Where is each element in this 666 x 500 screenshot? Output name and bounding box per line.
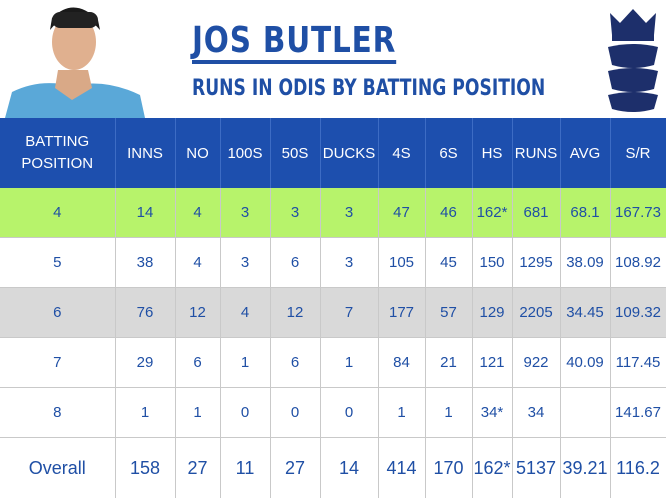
table-cell: 4	[0, 188, 116, 238]
table-cell: 3	[220, 188, 271, 238]
table-cell: 27	[175, 437, 221, 498]
table-cell: 3	[320, 188, 379, 238]
table-cell: 922	[512, 337, 561, 388]
stats-table: BATTING POSITION INNS NO 100S 50S DUCKS 4S 6S HS…	[0, 118, 666, 498]
table-cell: 7	[320, 287, 379, 338]
table-cell: 6	[0, 287, 116, 338]
subtitle: RUNS IN ODIS BY BATTING POSITION	[192, 76, 546, 101]
player-photo	[0, 0, 150, 118]
table-cell: 68.1	[560, 188, 611, 238]
column-header: S/R	[610, 118, 666, 188]
table-cell: 0	[220, 387, 271, 438]
table-cell: 2205	[512, 287, 561, 338]
table-cell	[560, 387, 611, 438]
column-header: HS	[472, 118, 513, 188]
column-header: 50S	[270, 118, 321, 188]
table-cell: 162*	[472, 188, 513, 238]
table-cell: 141.67	[610, 387, 666, 438]
table-cell: 38	[115, 237, 176, 288]
table-cell: 1	[220, 337, 271, 388]
table-cell: 105	[378, 237, 426, 288]
column-header: 6S	[425, 118, 473, 188]
table-cell: 1	[115, 387, 176, 438]
table-cell: 14	[320, 437, 379, 498]
column-header: BATTING POSITION	[0, 118, 116, 188]
table-cell: 6	[175, 337, 221, 388]
column-header: 4S	[378, 118, 426, 188]
table-cell: 414	[378, 437, 426, 498]
table-cell: 57	[425, 287, 473, 338]
table-cell: 45	[425, 237, 473, 288]
table-cell: 1	[425, 387, 473, 438]
table-cell: 0	[270, 387, 321, 438]
table-cell: 129	[472, 287, 513, 338]
table-cell: 4	[220, 287, 271, 338]
table-cell: 121	[472, 337, 513, 388]
table-cell: 6	[270, 337, 321, 388]
table-cell: Overall	[0, 437, 116, 498]
table-cell: 76	[115, 287, 176, 338]
table-cell: 681	[512, 188, 561, 238]
table-row: Overall 158 27 11 27 14 414 170 162* 5137 39.21 116…	[0, 437, 666, 498]
table-cell: 1295	[512, 237, 561, 288]
table-cell: 3	[320, 237, 379, 288]
table-cell: 0	[320, 387, 379, 438]
table-cell: 5	[0, 237, 116, 288]
table-cell: 47	[378, 188, 426, 238]
table-cell: 1	[175, 387, 221, 438]
table-cell: 7	[0, 337, 116, 388]
table-cell: 46	[425, 188, 473, 238]
table-cell: 4	[175, 188, 221, 238]
table-row: 5 38 4 3 6 3 105 45 150 1295 38.09 108.92	[0, 237, 666, 288]
table-cell: 40.09	[560, 337, 611, 388]
table-cell: 3	[220, 237, 271, 288]
table-cell: 1	[378, 387, 426, 438]
header-row: BATTING POSITION INNS NO 100S 50S DUCKS 4S 6S HS…	[0, 118, 666, 188]
table-cell: 162*	[472, 437, 513, 498]
table-cell: 4	[175, 237, 221, 288]
table-cell: 170	[425, 437, 473, 498]
table-cell: 21	[425, 337, 473, 388]
table-row: 7 29 6 1 6 1 84 21 121 922 40.09 117.45	[0, 337, 666, 388]
table-cell: 109.32	[610, 287, 666, 338]
column-header: DUCKS	[320, 118, 379, 188]
table-row: 4 14 4 3 3 3 47 46 162* 681 68.1 167.73	[0, 188, 666, 238]
table-cell: 39.21	[560, 437, 611, 498]
table-cell: 11	[220, 437, 271, 498]
table-cell: 34.45	[560, 287, 611, 338]
column-header: AVG	[560, 118, 611, 188]
table-cell: 1	[320, 337, 379, 388]
table-row: 6 76 12 4 12 7 177 57 129 2205 34.45 109.32	[0, 287, 666, 338]
table-cell: 84	[378, 337, 426, 388]
column-header: NO	[175, 118, 221, 188]
table-cell: 8	[0, 387, 116, 438]
table-cell: 14	[115, 188, 176, 238]
table-cell: 177	[378, 287, 426, 338]
table-cell: 38.09	[560, 237, 611, 288]
table-cell: 27	[270, 437, 321, 498]
table-cell: 150	[472, 237, 513, 288]
title: JOS BUTLER	[192, 22, 397, 64]
table-cell: 34	[512, 387, 561, 438]
header: JOS BUTLER RUNS IN ODIS BY BATTING POSIT…	[0, 0, 666, 118]
table-cell: 29	[115, 337, 176, 388]
table-cell: 12	[270, 287, 321, 338]
table-cell: 34*	[472, 387, 513, 438]
team-logo	[608, 9, 658, 112]
table-cell: 117.45	[610, 337, 666, 388]
table-cell: 5137	[512, 437, 561, 498]
column-header: 100S	[220, 118, 271, 188]
table-row: 8 1 1 0 0 0 1 1 34* 34 141.67	[0, 387, 666, 438]
column-header: RUNS	[512, 118, 561, 188]
table-cell: 6	[270, 237, 321, 288]
table-cell: 108.92	[610, 237, 666, 288]
table-cell: 167.73	[610, 188, 666, 238]
table-cell: 12	[175, 287, 221, 338]
table-cell: 116.2	[610, 437, 666, 498]
table-cell: 3	[270, 188, 321, 238]
table-cell: 158	[115, 437, 176, 498]
column-header: INNS	[115, 118, 176, 188]
